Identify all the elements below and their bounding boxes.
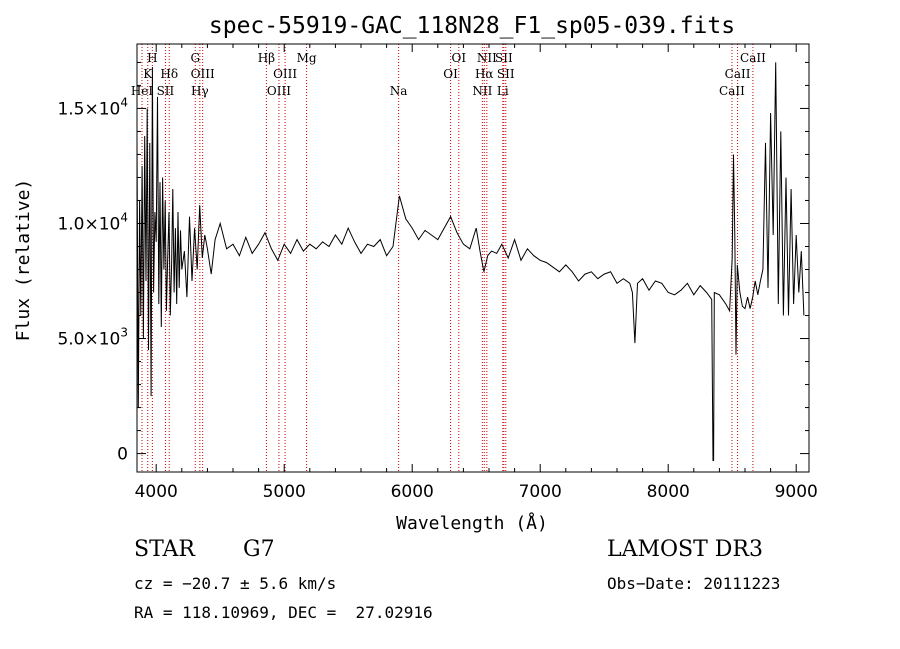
spectral-line-label: H (147, 51, 157, 65)
object-class: STAR (134, 537, 195, 562)
x-tick-label: 9000 (775, 482, 818, 502)
y-tick-label: 1.0×104 (57, 210, 128, 234)
spectral-line-label: Hγ (191, 84, 209, 98)
spectral-line-markers (141, 44, 754, 472)
spectral-line-label: OI (452, 51, 467, 65)
spectral-line-label: CaII (725, 67, 751, 81)
x-tick-label: 4000 (135, 482, 178, 502)
y-tick-label: 0 (117, 445, 128, 465)
y-axis-label: Flux (relative) (13, 179, 34, 342)
spectral-line-label: Mg (297, 51, 317, 65)
spectral-line-label: SII (497, 67, 515, 81)
plot-frame (136, 43, 810, 473)
chart-title: spec-55919-GAC_118N28_F1_sp05-039.fits (209, 13, 735, 39)
spectral-line-label: SII (157, 84, 175, 98)
spectral-line-label: Hδ (160, 67, 178, 81)
spectrum-line (136, 62, 805, 461)
spectral-line-label: G (190, 51, 200, 65)
series-layer (136, 62, 805, 461)
x-tick-label: 7000 (519, 482, 562, 502)
x-axis-ticks: 4000 5000 6000 7000 8000 9000 (135, 44, 818, 502)
coordinates-readout: RA = 118.10969, DEC = 27.02916 (134, 603, 433, 622)
x-tick-label: 6000 (391, 482, 434, 502)
x-axis-label: Wavelength (Å) (396, 512, 548, 534)
velocity-readout: cz = −20.7 ± 5.6 km/s (134, 574, 337, 593)
spectral-line-label: OI (443, 67, 458, 81)
spectral-line-label: NII (472, 84, 492, 98)
spectral-line-label: Hα (475, 67, 494, 81)
spectral-line-label: SII (495, 51, 513, 65)
spectral-line-label: NII (477, 51, 497, 65)
x-tick-label: 8000 (647, 482, 690, 502)
object-subclass: G7 (243, 537, 275, 562)
spectral-line-label: CaII (740, 51, 766, 65)
spectral-line-label: K (143, 67, 153, 81)
spectral-line-label: OIII (273, 67, 297, 81)
spectral-line-label: HeI (131, 84, 154, 98)
x-tick-label: 5000 (263, 482, 306, 502)
observation-date: Obs−Date: 20111223 (607, 574, 781, 593)
spectral-line-label: CaII (719, 84, 745, 98)
spectral-line-label: Li (497, 84, 509, 98)
survey-name: LAMOST DR3 (607, 537, 763, 562)
y-tick-label: 1.5×104 (57, 95, 128, 119)
spectral-line-label: Hβ (258, 51, 275, 65)
y-tick-label: 5.0×103 (57, 326, 128, 350)
spectral-line-label: Na (390, 84, 408, 98)
spectral-line-label: OIII (191, 67, 215, 81)
spectral-line-label: OIII (267, 84, 291, 98)
y-axis-ticks: 0 5.0×103 1.0×104 1.5×104 (57, 61, 809, 465)
